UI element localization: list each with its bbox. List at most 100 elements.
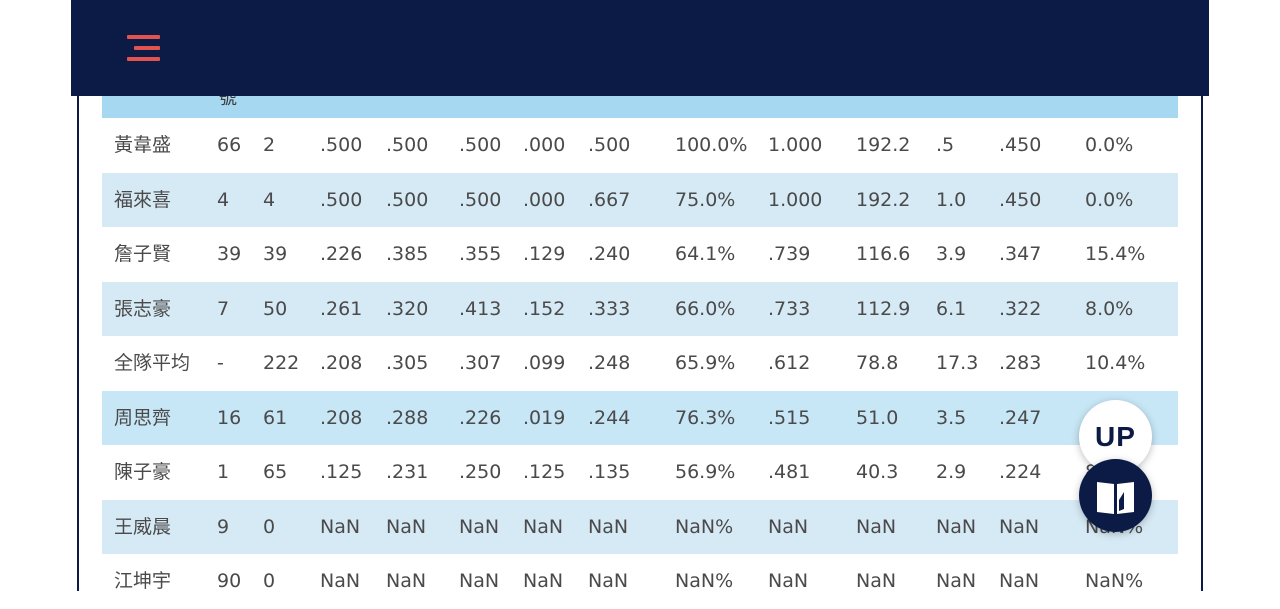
stat-cell: .244	[588, 406, 631, 429]
stat-cell: .322	[999, 297, 1042, 320]
stat-cell: .288	[386, 406, 429, 429]
stat-cell: .000	[523, 134, 566, 156]
stat-cell: .208	[320, 352, 363, 374]
stat-cell: .500	[459, 134, 502, 156]
stat-cell: .500	[588, 134, 631, 156]
stat-cell: NaN	[459, 515, 500, 538]
stat-cell: .247	[999, 406, 1042, 429]
stat-cell: 64.1%	[675, 243, 736, 265]
stat-cell: NaN	[856, 570, 897, 592]
player-name-cell: 全隊平均	[114, 352, 191, 374]
stat-cell: .667	[588, 188, 631, 211]
stat-cell: 10.4%	[1085, 352, 1146, 374]
stat-cell: .612	[768, 352, 811, 374]
stat-cell: .347	[999, 243, 1042, 265]
stat-cell: .250	[459, 461, 502, 483]
stat-cell: 66	[217, 134, 242, 156]
stat-cell: NaN	[999, 570, 1040, 592]
player-name-cell: 張志豪	[114, 297, 172, 320]
stat-cell: 192.2	[856, 188, 911, 211]
stat-cell: .385	[386, 243, 429, 265]
stat-cell: .307	[459, 352, 502, 374]
stat-cell: .208	[320, 406, 363, 429]
stat-cell: 1.000	[768, 188, 823, 211]
stat-cell: 2	[263, 134, 276, 156]
stat-cell: 61	[263, 406, 288, 429]
stat-cell: 8.0%	[1085, 297, 1134, 320]
stat-cell: 6.1	[936, 297, 967, 320]
stat-cell: .000	[523, 188, 566, 211]
player-name-cell: 福來喜	[114, 188, 172, 211]
stat-cell: .320	[386, 297, 429, 320]
table-row: 黃韋盛 66 2 .500 .500 .500 .000 .500 100.0% 1.000 192…	[102, 118, 1178, 173]
player-name-cell: 江坤宇	[114, 570, 172, 592]
stat-cell: 9	[217, 515, 230, 538]
stat-cell: NaN	[320, 515, 361, 538]
stat-cell: .019	[523, 406, 566, 429]
stat-cell: 2.9	[936, 461, 967, 483]
stat-cell: 3.9	[936, 243, 967, 265]
stat-cell: .226	[459, 406, 502, 429]
stat-cell: NaN	[999, 515, 1040, 538]
stat-cell: NaN	[936, 570, 977, 592]
stat-cell: NaN	[523, 515, 564, 538]
stat-cell: .125	[523, 461, 566, 483]
stat-cell: .450	[999, 134, 1042, 156]
stat-cell: 75.0%	[675, 188, 736, 211]
stat-cell: 0.0%	[1085, 188, 1134, 211]
table-row: 江坤宇 90 0 NaN NaN NaN NaN NaN NaN% NaN NaN NaN NaN NaN…	[102, 554, 1178, 609]
stat-cell: 1	[217, 461, 230, 483]
stat-cell: .135	[588, 461, 631, 483]
stat-cell: NaN	[320, 570, 361, 592]
stat-cell: 40.3	[856, 461, 899, 483]
stat-cell: 116.6	[856, 243, 911, 265]
stat-cell: 78.8	[856, 352, 899, 374]
stat-cell: 192.2	[856, 134, 911, 156]
table-row: 張志豪 7 50 .261 .320 .413 .152 .333 66.0% .733 112.9…	[102, 281, 1178, 336]
stat-cell: .224	[999, 461, 1042, 483]
stat-cell: 66.0%	[675, 297, 736, 320]
stat-cell: 90	[217, 570, 242, 592]
stat-cell: NaN	[768, 515, 809, 538]
stat-cell: .450	[999, 188, 1042, 211]
top-navigation-bar	[71, 0, 1209, 96]
table-row: 詹子賢 39 39 .226 .385 .355 .129 .240 64.1% .739 116.…	[102, 227, 1178, 282]
book-icon	[1097, 482, 1134, 514]
stat-cell: 76.3%	[675, 406, 736, 429]
stat-cell: .500	[386, 134, 429, 156]
player-name-cell: 黃韋盛	[114, 134, 172, 156]
stat-cell: NaN%	[675, 515, 734, 538]
stat-cell: .733	[768, 297, 811, 320]
stat-cell: .152	[523, 297, 566, 320]
stat-cell: NaN	[386, 570, 427, 592]
stat-cell: .739	[768, 243, 811, 265]
stat-cell: NaN	[588, 570, 629, 592]
stat-cell: 50	[263, 297, 288, 320]
player-name-cell: 陳子豪	[114, 461, 172, 483]
stat-cell: .500	[320, 134, 363, 156]
stat-cell: .5	[936, 134, 955, 156]
stat-cell: .226	[320, 243, 363, 265]
stat-cell: .125	[320, 461, 363, 483]
stat-cell: 100.0%	[675, 134, 748, 156]
stat-cell: .500	[386, 188, 429, 211]
stat-cell: .515	[768, 406, 811, 429]
stat-cell: .355	[459, 243, 502, 265]
stat-cell: 222	[263, 352, 300, 374]
stat-cell: .481	[768, 461, 811, 483]
player-name-cell: 詹子賢	[114, 243, 172, 265]
table-row: 福來喜 4 4 .500 .500 .500 .000 .667 75.0% 1.000 192.2…	[102, 172, 1178, 227]
book-button[interactable]	[1079, 459, 1152, 532]
stat-cell: .333	[588, 297, 631, 320]
menu-icon[interactable]	[127, 35, 161, 61]
stat-cell: 39	[217, 243, 242, 265]
stat-cell: NaN	[856, 515, 897, 538]
table-row: 周思齊 16 61 .208 .288 .226 .019 .244 76.3% .515 51.0…	[102, 390, 1178, 445]
stat-cell: .500	[320, 188, 363, 211]
stat-cell: NaN	[768, 570, 809, 592]
stat-cell: .240	[588, 243, 631, 265]
stat-cell: .305	[386, 352, 429, 374]
stat-cell: NaN	[588, 515, 629, 538]
stat-cell: 17.3	[936, 352, 979, 374]
